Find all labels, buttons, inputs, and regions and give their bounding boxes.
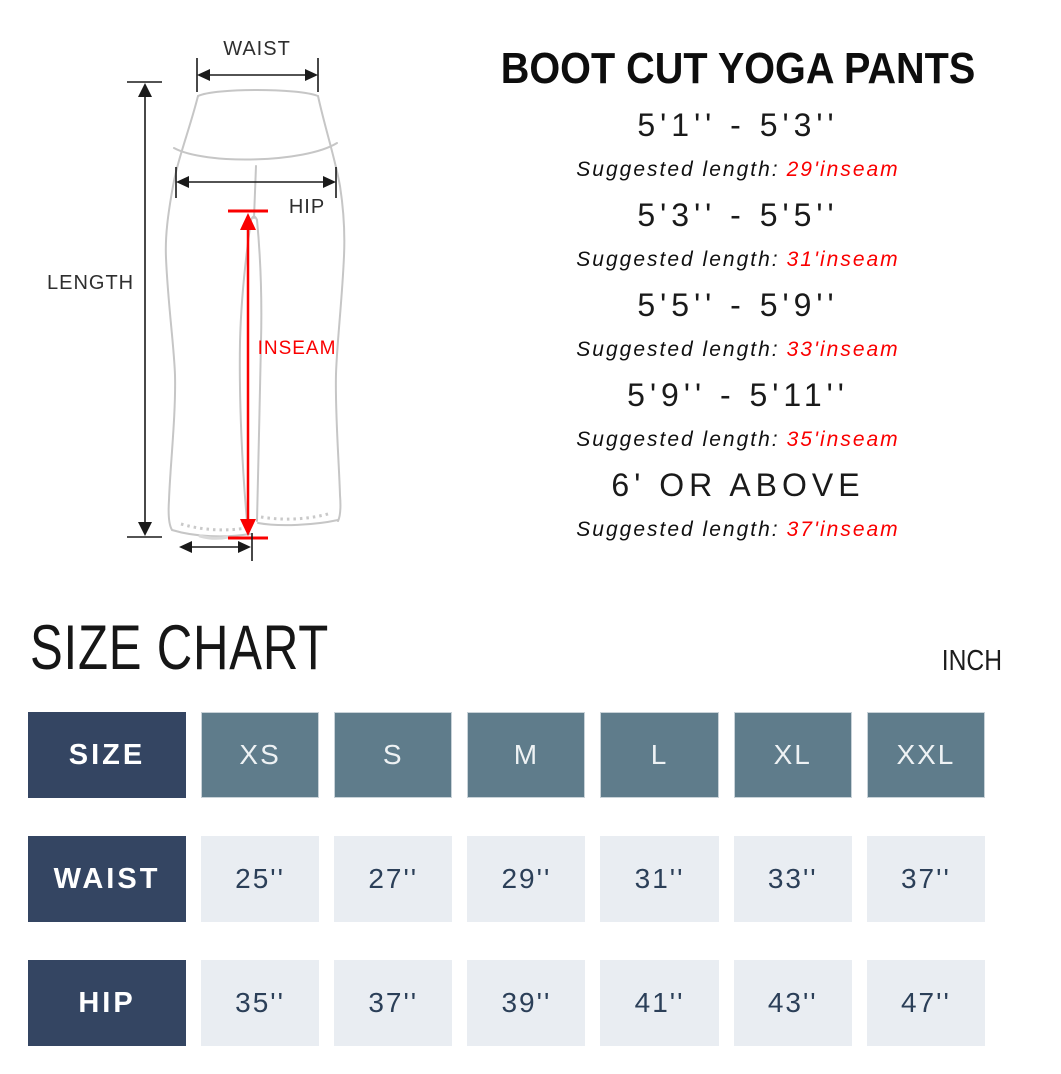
waist-value-xxl: 37'' [866,836,985,922]
hip-value-xl: 43'' [733,960,852,1046]
fit-guide-entry: 6' OR ABOVE Suggested length: 37'inseam [448,467,1028,542]
hip-value-xs: 35'' [201,960,320,1046]
size-col-header-s: S [334,712,453,798]
fit-guide-entry: 5'5'' - 5'9'' Suggested length: 33'inseam [448,287,1028,362]
row-label-hip: HIP [28,960,186,1046]
waist-value-m: 29'' [467,836,586,922]
inseam-dimension-arrow [228,209,268,540]
fit-guide-entry: 5'9'' - 5'11'' Suggested length: 35'insea… [448,377,1028,452]
hip-label: HIP [289,196,325,218]
suggested-length-label: Suggested length: [576,158,780,181]
suggested-length: Suggested length: 29'inseam [448,158,1028,182]
suggested-length: Suggested length: 35'inseam [448,428,1028,452]
height-range: 5'3'' - 5'5'' [637,197,839,233]
size-col-header-l: L [600,712,719,798]
size-chart-corner-cell: SIZE [28,712,186,798]
length-dimension-arrow [127,81,162,538]
waist-dimension-arrow [196,58,319,92]
suggested-length: Suggested length: 31'inseam [448,248,1028,272]
pants-outline [164,89,346,540]
fit-guide: BOOT CUT YOGA PANTS 5'1'' - 5'3'' Sugges… [448,46,1028,542]
suggested-length-value: 29'inseam [786,158,900,181]
height-range: 6' OR ABOVE [611,467,865,503]
hip-value-xxl: 47'' [866,960,985,1046]
size-col-header-m: M [467,712,586,798]
suggested-length-label: Suggested length: [576,338,780,361]
unit-label: INCH [941,645,1002,677]
waist-value-s: 27'' [334,836,453,922]
fit-guide-entry: 5'3'' - 5'5'' Suggested length: 31'inseam [448,197,1028,272]
hip-value-m: 39'' [467,960,586,1046]
suggested-length: Suggested length: 33'inseam [448,338,1028,362]
suggested-length-value: 33'inseam [786,338,900,361]
suggested-length-label: Suggested length: [576,248,780,271]
waist-label: WAIST [223,38,291,60]
size-chart-heading: SIZE CHART [30,613,330,683]
suggested-length-label: Suggested length: [576,428,780,451]
suggested-length-value: 31'inseam [786,248,900,271]
product-title: BOOT CUT YOGA PANTS [500,44,976,93]
fit-guide-entry: 5'1'' - 5'3'' Suggested length: 29'inseam [448,107,1028,182]
pants-measurement-diagram: WAIST LENGTH HIP INSEAM [47,38,346,561]
length-label: LENGTH [47,272,134,294]
row-label-waist: WAIST [28,836,186,922]
waist-value-xl: 33'' [733,836,852,922]
height-range: 5'5'' - 5'9'' [637,287,839,323]
hip-value-s: 37'' [334,960,453,1046]
hip-value-l: 41'' [600,960,719,1046]
size-table: SIZE XS S M L XL XXL WAIST 25'' 27'' 29'… [28,712,985,1046]
suggested-length-label: Suggested length: [576,518,780,541]
size-col-header-xl: XL [733,712,852,798]
suggested-length-value: 37'inseam [786,518,900,541]
suggested-length-value: 35'inseam [786,428,900,451]
inseam-label: INSEAM [258,338,337,359]
height-range: 5'9'' - 5'11'' [627,377,849,413]
suggested-length: Suggested length: 37'inseam [448,518,1028,542]
hem-stitching [180,511,332,532]
height-range: 5'1'' - 5'3'' [637,107,839,143]
waist-value-xs: 25'' [201,836,320,922]
size-col-header-xs: XS [201,712,320,798]
size-col-header-xxl: XXL [866,712,985,798]
hip-dimension-arrow [175,167,337,198]
leg-opening-arrow [179,533,253,561]
waist-value-l: 31'' [600,836,719,922]
